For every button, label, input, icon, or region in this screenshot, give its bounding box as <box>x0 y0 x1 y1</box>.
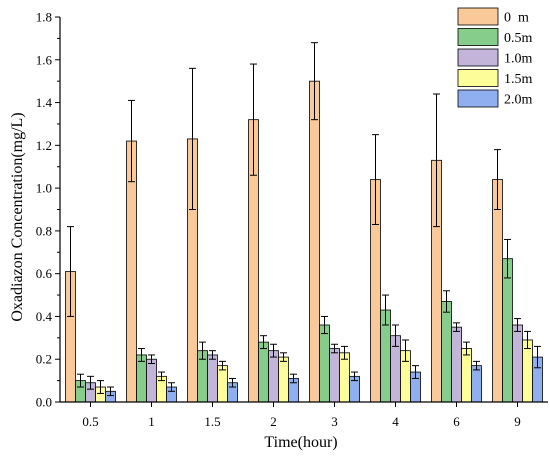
y-tick-label: 0.0 <box>36 395 52 410</box>
legend: 0 m 0.5m 1.0m 1.5m 2.0m <box>457 7 533 108</box>
legend-swatch-0 <box>457 7 499 26</box>
y-tick-label: 1.0 <box>36 181 52 196</box>
x-tick-label: 6 <box>453 414 460 429</box>
legend-swatch-1 <box>457 28 499 46</box>
y-tick-label: 0.2 <box>36 352 52 367</box>
x-tick-label: 0.5 <box>82 414 98 429</box>
x-axis-title: Time(hour) <box>264 434 337 451</box>
x-tick-label: 3 <box>331 414 338 429</box>
legend-swatch-2 <box>457 48 499 67</box>
bar-6-2 <box>451 326 462 403</box>
bar-1-1 <box>136 354 147 403</box>
y-tick-label: 1.4 <box>36 95 53 110</box>
y-axis-title: Oxadiazon Concentration(mg/L) <box>9 112 26 321</box>
legend-swatch-4 <box>457 89 499 108</box>
bar-1.5-3 <box>217 365 228 403</box>
bar-2-2 <box>268 350 279 403</box>
y-tick-label: 0.6 <box>36 266 53 281</box>
bar-1-2 <box>146 358 157 403</box>
bar-2-3 <box>278 356 289 403</box>
bar-9-2 <box>512 324 523 403</box>
bar-1.5-2 <box>207 354 218 403</box>
bar-3-3 <box>339 352 350 403</box>
y-tick-label: 0.4 <box>36 309 53 324</box>
x-tick-label: 9 <box>514 414 521 429</box>
bar-6-3 <box>461 348 472 403</box>
bar-9-3 <box>522 339 533 403</box>
bar-6-4 <box>471 365 482 403</box>
axes-layer: 0.5 1 1.5 2 3 4 6 9 0.0 0.2 0.4 0.6 0.8 1.0 1.2 1.4 1.6 1… <box>36 10 548 429</box>
bar-3-0 <box>309 80 320 403</box>
x-tick-label: 4 <box>392 414 399 429</box>
bar-2-1 <box>258 341 269 403</box>
bar-3-1 <box>319 324 330 403</box>
y-tick-label: 1.6 <box>36 52 53 67</box>
legend-label-1: 0.5m <box>504 31 533 46</box>
legend-label-0: 0 m <box>504 11 529 26</box>
legend-label-2: 1.0m <box>504 52 533 67</box>
y-tick-label: 1.2 <box>36 138 52 153</box>
y-tick-label: 1.8 <box>36 10 52 25</box>
legend-label-3: 1.5m <box>504 72 533 87</box>
x-tick-label: 1 <box>148 414 155 429</box>
x-tick-label: 2 <box>270 414 277 429</box>
legend-swatch-3 <box>457 69 499 87</box>
x-tick-label: 1.5 <box>204 414 220 429</box>
bars-layer <box>65 42 543 403</box>
bar-9-0 <box>492 179 503 403</box>
bar-6-1 <box>441 301 452 403</box>
bar-3-2 <box>329 348 340 403</box>
legend-label-4: 2.0m <box>504 93 533 108</box>
y-tick-label: 0.8 <box>36 223 52 238</box>
bar-9-1 <box>502 258 513 403</box>
